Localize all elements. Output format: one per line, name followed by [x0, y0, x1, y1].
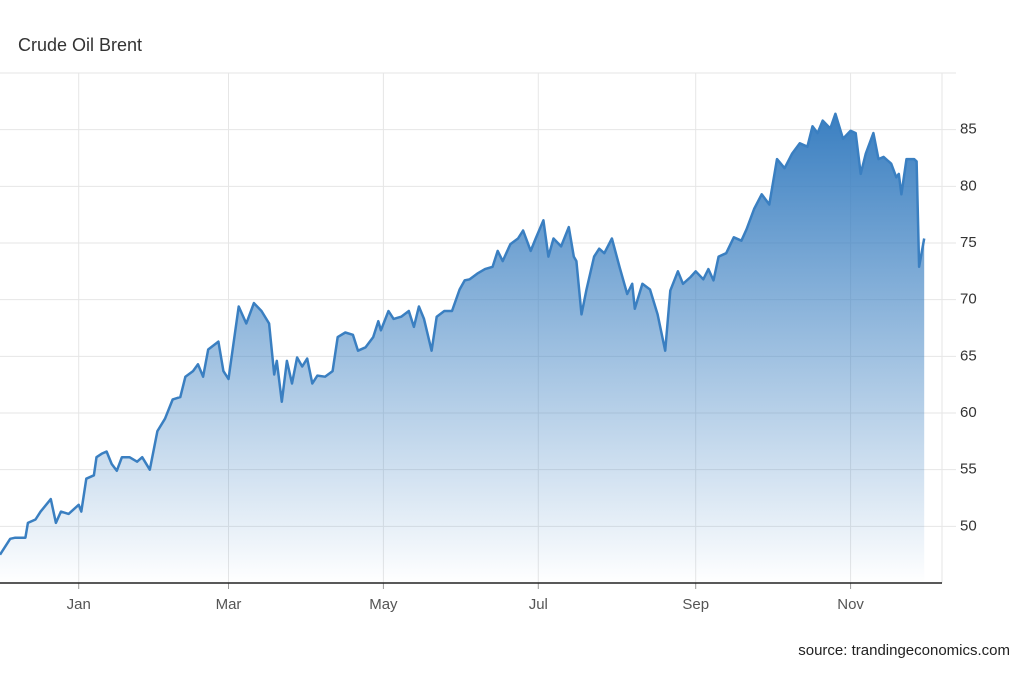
y-tick-label: 65	[960, 347, 977, 364]
y-tick-label: 60	[960, 404, 977, 421]
y-tick-label: 70	[960, 291, 977, 308]
y-tick-label: 80	[960, 177, 977, 194]
source-note: source: trandingeconomics.com	[798, 642, 1010, 659]
y-tick-label: 50	[960, 517, 977, 534]
x-tick-label: Nov	[837, 596, 864, 613]
x-tick-label: Sep	[682, 596, 709, 613]
y-tick-label: 75	[960, 234, 977, 251]
y-tick-label: 85	[960, 121, 977, 138]
chart-title: Crude Oil Brent	[18, 35, 142, 55]
x-tick-label: Jan	[67, 596, 91, 613]
price-line	[0, 112, 926, 556]
x-tick-label: May	[369, 596, 398, 613]
area-fill	[0, 113, 925, 584]
x-tick-label: Jul	[529, 596, 548, 613]
y-tick-label: 55	[960, 461, 977, 478]
x-tick-label: Mar	[216, 596, 242, 613]
